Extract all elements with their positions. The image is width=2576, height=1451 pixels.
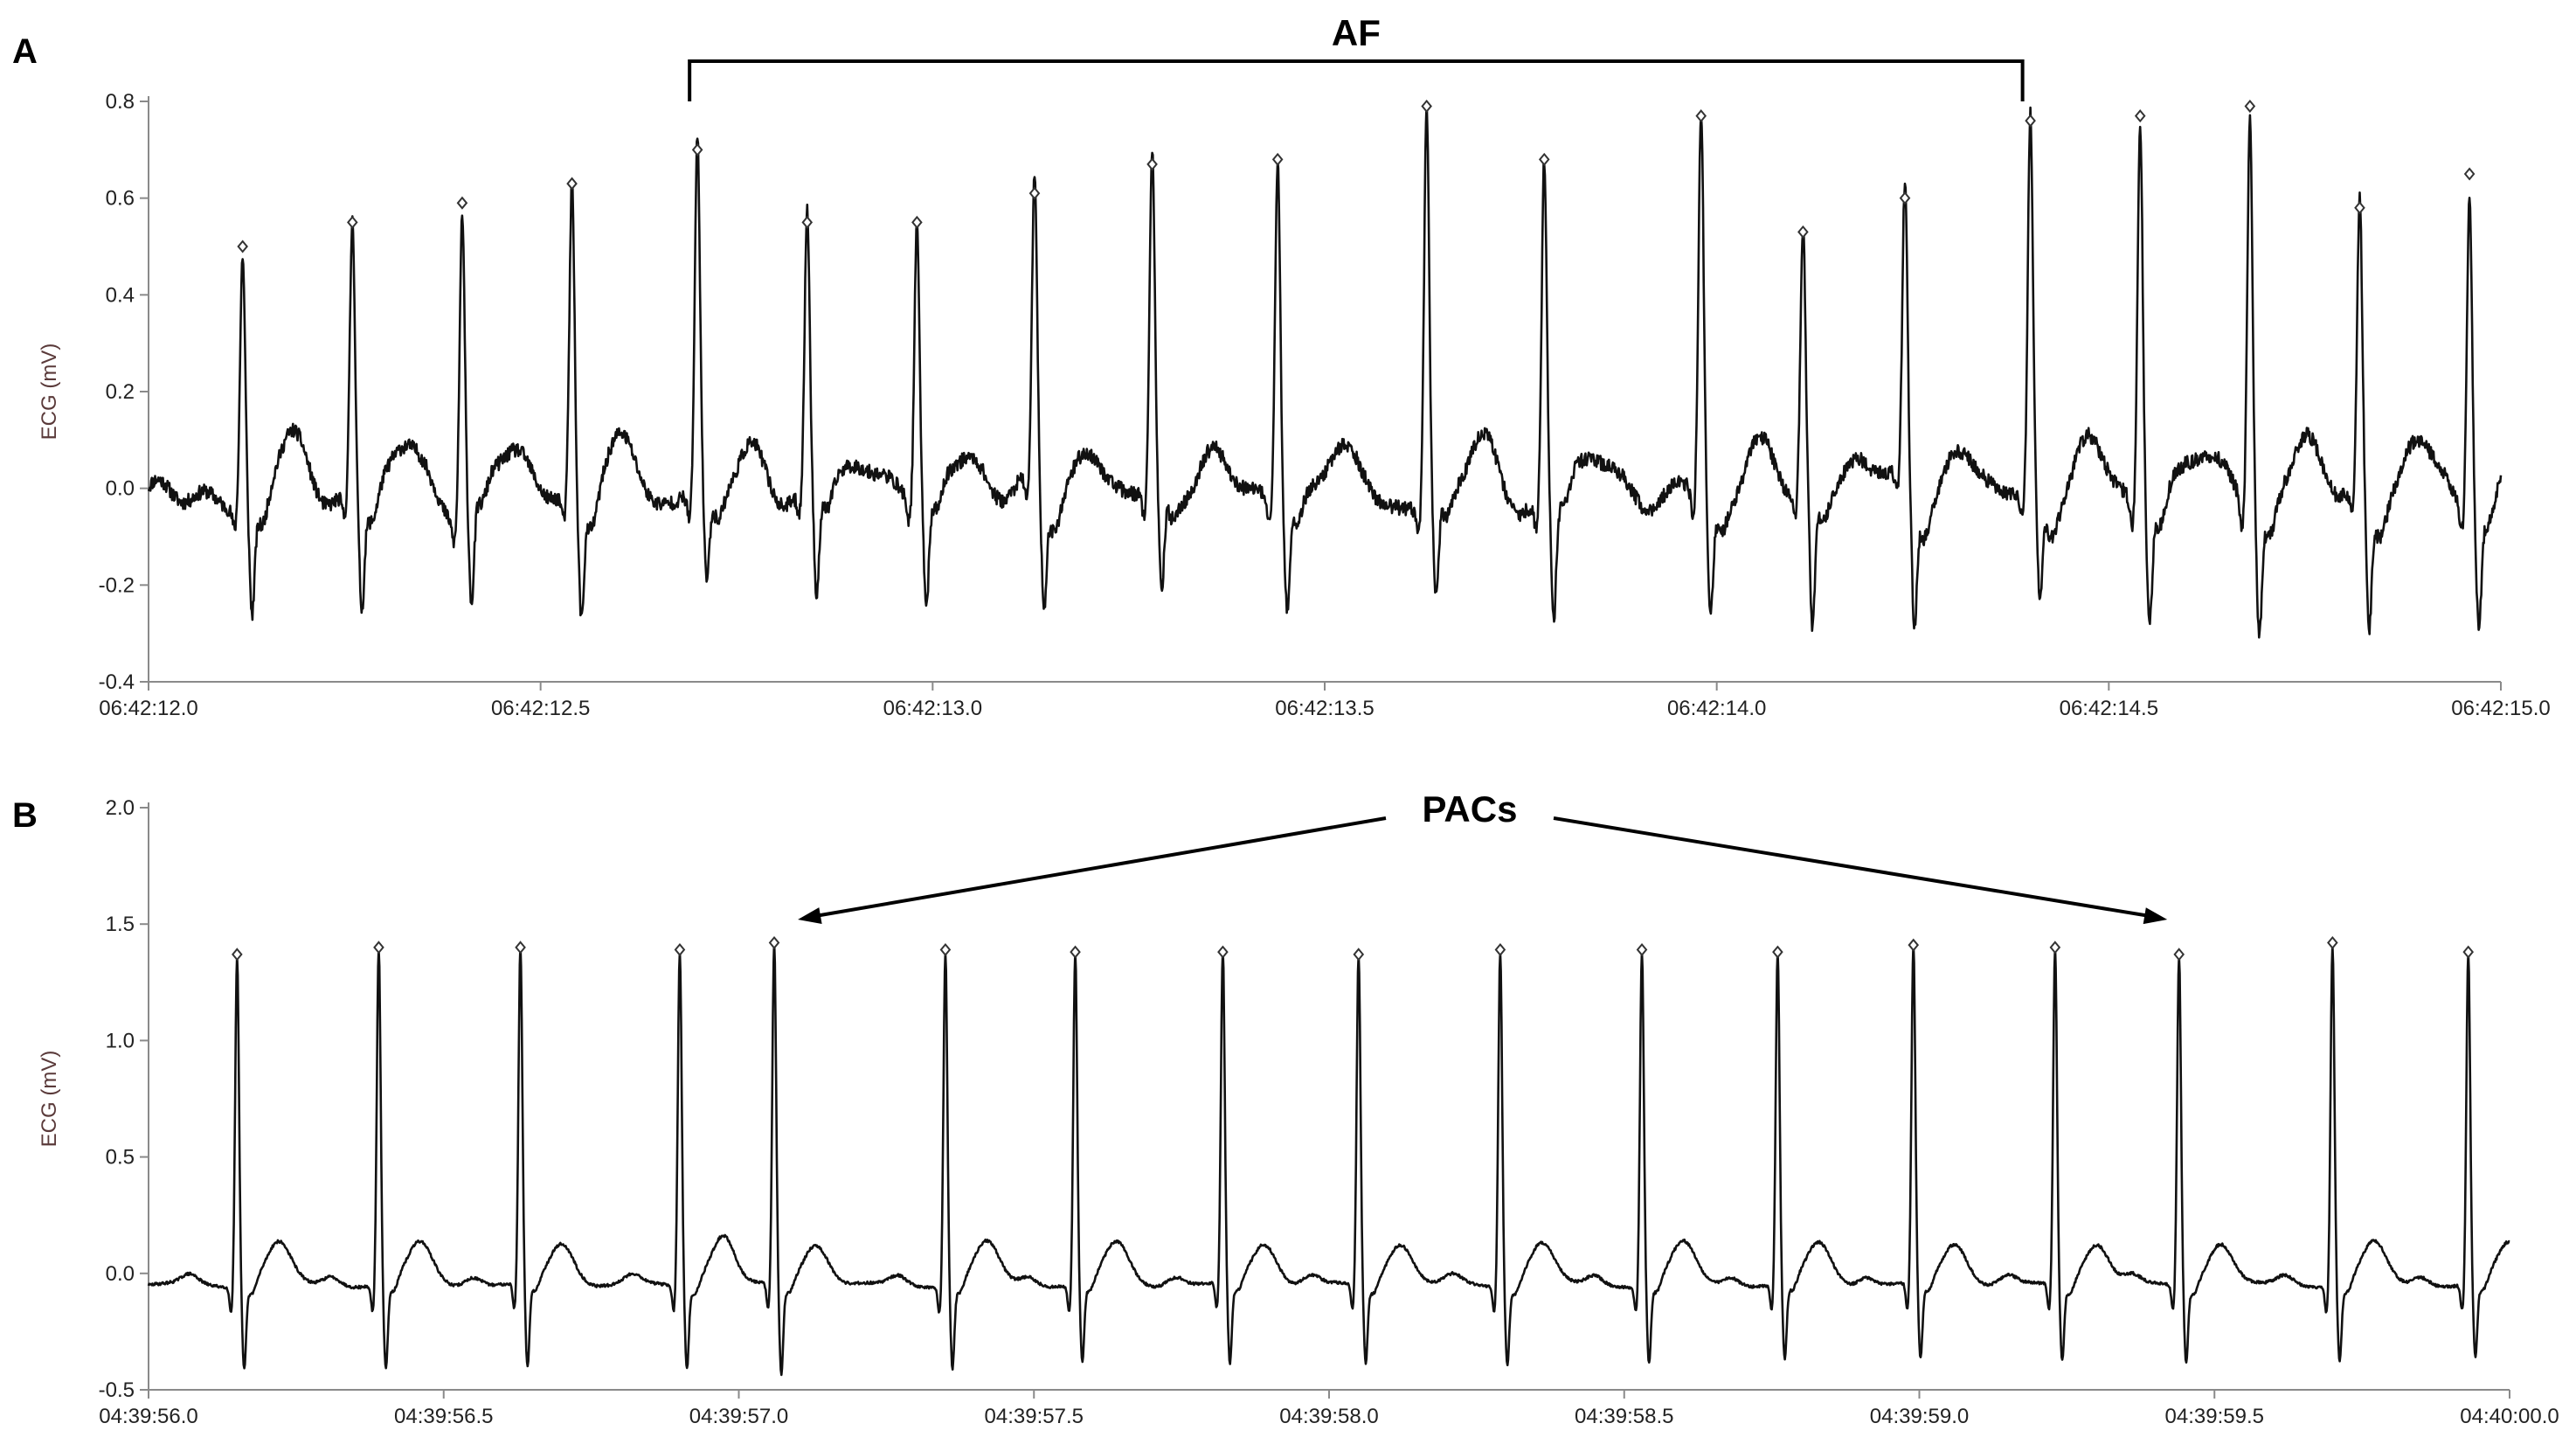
r-peak-marker	[911, 215, 923, 229]
r-peak-marker	[1695, 109, 1707, 123]
panel-b-ecg-trace	[147, 940, 2510, 1377]
x-tick-label: 06:42:14.0	[1667, 697, 1766, 720]
panel-a-x-ticks: 06:42:12.0 06:42:12.5 06:42:13.0 06:42:13.5…	[99, 682, 2551, 720]
panel-a-letter: A	[12, 32, 38, 71]
x-tick-label: 06:42:14.5	[2060, 697, 2158, 720]
y-tick-label: 1.0	[106, 1029, 135, 1052]
r-peak-marker	[1772, 945, 1783, 959]
panel-b-r-peak-markers	[232, 935, 2475, 962]
x-tick-label: 06:42:13.0	[883, 697, 982, 720]
r-peak-marker	[515, 941, 526, 955]
r-peak-marker	[691, 142, 703, 156]
pacs-arrow-right	[1553, 816, 2150, 918]
pacs-annotation: PACs	[798, 788, 2168, 925]
r-peak-marker	[1899, 191, 1911, 205]
panel-a-y-axis-label: ECG (mV)	[38, 344, 61, 441]
y-tick-label: 0.0	[106, 1262, 135, 1286]
r-peak-marker	[2049, 941, 2061, 955]
x-tick-label: 04:39:59.5	[2165, 1405, 2264, 1428]
r-peak-marker	[1070, 945, 1081, 959]
r-peak-marker	[2354, 201, 2365, 215]
y-tick-label: 0.6	[106, 187, 135, 211]
r-peak-marker	[2025, 114, 2036, 128]
y-tick-label: -0.4	[99, 670, 135, 694]
y-tick-label: 0.2	[106, 380, 135, 404]
r-peak-marker	[1538, 152, 1550, 166]
x-tick-label: 04:40:00.0	[2460, 1405, 2559, 1428]
panel-b-x-ticks: 04:39:56.0 04:39:56.5 04:39:57.0 04:39:57.5…	[99, 1390, 2559, 1428]
r-peak-marker	[373, 941, 384, 955]
x-tick-label: 04:39:58.0	[1279, 1405, 1378, 1428]
r-peak-marker	[2327, 935, 2338, 950]
y-tick-label: -0.2	[99, 573, 135, 597]
r-peak-marker	[237, 240, 248, 253]
pacs-label: PACs	[1423, 788, 1518, 830]
r-peak-marker	[1494, 942, 1506, 957]
x-tick-label: 06:42:15.0	[2451, 697, 2550, 720]
x-tick-label: 04:39:56.0	[99, 1405, 197, 1428]
r-peak-marker	[801, 215, 814, 229]
y-tick-label: 0.5	[106, 1146, 135, 1170]
pacs-arrowhead-left	[798, 907, 822, 924]
y-tick-label: 0.0	[106, 477, 135, 501]
r-peak-marker	[1028, 186, 1041, 200]
y-tick-label: 2.0	[106, 796, 135, 820]
r-peak-marker	[939, 942, 952, 957]
r-peak-marker	[1146, 157, 1158, 171]
r-peak-marker	[1636, 942, 1648, 957]
y-tick-label: 0.8	[106, 90, 135, 114]
r-peak-marker	[1217, 945, 1229, 959]
r-peak-marker	[566, 177, 578, 191]
panel-a: A AF ECG (mV) -0.4 -0.2 0.0 0.2 0.4 0.6 0.8 06…	[12, 12, 2551, 720]
r-peak-marker	[674, 942, 686, 957]
x-tick-label: 06:42:12.0	[99, 697, 197, 720]
r-peak-marker	[2462, 945, 2475, 959]
r-peak-marker	[1421, 99, 1432, 114]
af-label: AF	[1332, 12, 1381, 53]
af-annotation: AF	[688, 12, 2025, 101]
r-peak-marker	[2134, 109, 2146, 123]
panel-a-y-ticks: -0.4 -0.2 0.0 0.2 0.4 0.6 0.8	[99, 90, 149, 694]
r-peak-marker	[1797, 225, 1809, 239]
r-peak-marker	[768, 935, 780, 950]
panel-b-y-ticks: -0.5 0.0 0.5 1.0 1.5 2.0	[99, 796, 149, 1402]
r-peak-marker	[232, 948, 243, 962]
x-tick-label: 04:39:57.0	[689, 1405, 788, 1428]
y-tick-label: 1.5	[106, 913, 135, 936]
panel-b: B PACs ECG (mV) -0.5 0.0 0.5 1.0 1.5 2.0 04:3…	[12, 788, 2559, 1428]
r-peak-marker	[1353, 948, 1365, 962]
pacs-arrow-left	[814, 816, 1387, 918]
y-tick-label: 0.4	[106, 283, 135, 307]
x-tick-label: 04:39:59.0	[1870, 1405, 1969, 1428]
panel-b-letter: B	[12, 796, 38, 835]
r-peak-marker	[2244, 99, 2256, 114]
x-tick-label: 06:42:12.5	[491, 697, 590, 720]
x-tick-label: 04:39:57.5	[985, 1405, 1084, 1428]
panel-a-r-peak-markers	[237, 99, 2476, 253]
y-tick-label: -0.5	[99, 1378, 135, 1402]
pacs-arrowhead-right	[2143, 907, 2168, 925]
panel-b-y-axis-label: ECG (mV)	[38, 1051, 61, 1148]
r-peak-marker	[1271, 152, 1284, 166]
af-bracket	[688, 59, 2025, 101]
r-peak-marker	[2463, 167, 2476, 181]
r-peak-marker	[1908, 938, 1920, 952]
r-peak-marker	[456, 196, 468, 210]
x-tick-label: 04:39:58.5	[1575, 1405, 1673, 1428]
x-tick-label: 04:39:56.5	[394, 1405, 493, 1428]
r-peak-marker	[2173, 948, 2185, 962]
r-peak-marker	[347, 215, 358, 229]
x-tick-label: 06:42:13.5	[1275, 697, 1374, 720]
panel-a-ecg-trace	[147, 100, 2503, 639]
